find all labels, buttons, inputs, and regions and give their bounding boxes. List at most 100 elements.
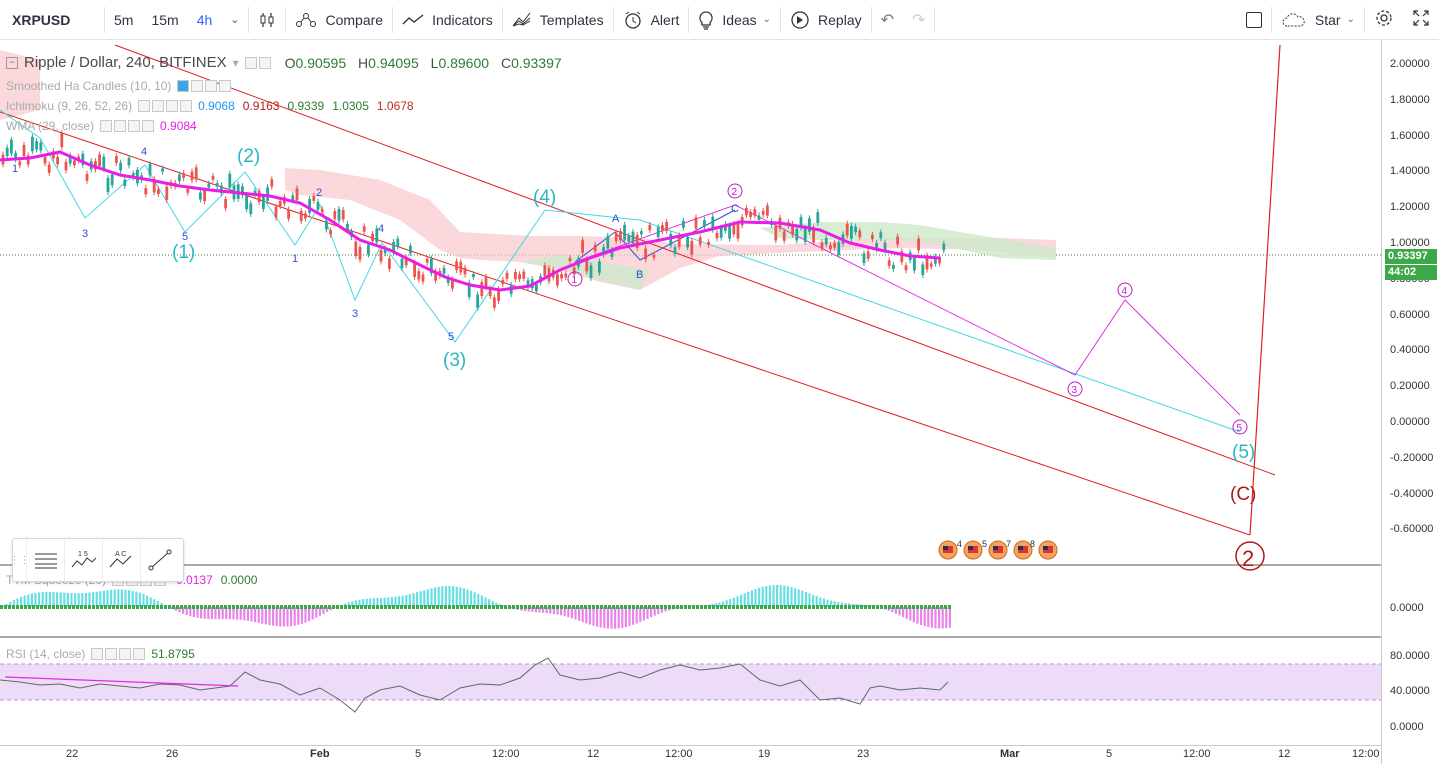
us-flag-icon[interactable] (1013, 540, 1033, 560)
us-flag-icon[interactable] (938, 540, 958, 560)
compare-icon (295, 12, 317, 28)
ttm-bar (142, 594, 145, 607)
undo-button[interactable]: ↶ (872, 0, 903, 40)
ttm-bar (754, 589, 757, 607)
chevron-down-icon[interactable]: ▾ (232, 55, 239, 70)
settings-icon[interactable] (258, 56, 271, 69)
rsi-value: 51.8795 (151, 647, 195, 661)
redo-button[interactable]: ↷ (903, 0, 934, 40)
us-flag-icon[interactable] (1038, 540, 1058, 560)
ttm-bar (902, 607, 905, 618)
rsi-line[interactable] (0, 657, 949, 713)
interval-5m[interactable]: 5m (114, 11, 134, 28)
fib-tool-button[interactable] (27, 539, 65, 581)
chart-type-button[interactable] (249, 0, 285, 40)
elliott-wave-projection[interactable] (574, 204, 1241, 416)
ttm-bar (351, 601, 354, 607)
us-flag-icon[interactable] (988, 540, 1008, 560)
interval-15m[interactable]: 15m (151, 11, 179, 28)
candle-body (22, 144, 26, 156)
ttm-bar (290, 607, 293, 627)
candle-body (585, 259, 589, 272)
candle-body (501, 279, 505, 285)
candle-body (493, 297, 496, 308)
symbol-search[interactable]: XRPUSD (12, 11, 71, 28)
star-label: Star (1314, 11, 1341, 28)
candle-body (400, 258, 404, 268)
trend-line[interactable] (114, 44, 1276, 476)
alert-button[interactable]: Alert (614, 0, 689, 40)
high-label: H (358, 54, 369, 71)
eye-icon[interactable] (138, 100, 151, 112)
candle-body (463, 267, 467, 275)
ttm-bar (347, 602, 350, 607)
price-axis[interactable]: 2.00000 1.80000 1.60000 1.40000 1.20000 1.000… (1381, 40, 1439, 764)
drag-handle-icon[interactable]: ⋮⋮ (10, 539, 30, 581)
settings-icon[interactable] (152, 100, 165, 112)
source-icon[interactable] (205, 80, 218, 92)
templates-button[interactable]: Templates (503, 0, 613, 40)
collapse-icon[interactable]: − (6, 56, 18, 69)
candle-body (148, 163, 152, 176)
trend-line-button[interactable] (141, 539, 179, 581)
trend-line[interactable] (0, 111, 1251, 536)
candle-body (425, 258, 429, 263)
close-icon[interactable] (142, 120, 155, 132)
compare-button[interactable]: Compare (286, 0, 392, 40)
expand-button[interactable] (1403, 0, 1439, 40)
settings-icon[interactable] (191, 80, 204, 92)
candle-body (472, 274, 475, 278)
candle-body (270, 179, 274, 187)
price-chart[interactable]: (1) (2) (3) (4) (5) (C) 1 3 5 1 2 3 4 5 … (0, 40, 1381, 745)
ideas-button[interactable]: Ideas ⌄ (689, 0, 780, 40)
time-axis[interactable]: 22 26 Feb 5 12:00 12 12:00 19 23 Mar 5 1… (0, 745, 1381, 764)
eye-icon[interactable] (100, 120, 113, 132)
interval-dropdown[interactable]: ⌄ (221, 0, 248, 40)
interval-4h[interactable]: 4h (196, 11, 213, 28)
candle-body (451, 279, 454, 289)
economic-events[interactable]: 4 5 7 8 (938, 539, 1058, 560)
elliott-wave-cyan[interactable] (0, 109, 1241, 433)
eye-icon[interactable] (244, 56, 257, 69)
indicator-label[interactable]: Smoothed Ha Candles (10, 10) (6, 79, 172, 93)
ttm-bar (286, 607, 289, 627)
close-icon[interactable] (180, 100, 193, 112)
source-icon[interactable] (128, 120, 141, 132)
ttm-bar (815, 596, 818, 607)
settings-button[interactable] (1365, 0, 1403, 40)
rsi-divergence-line[interactable] (4, 676, 239, 687)
ttm-bar (466, 589, 469, 607)
close-icon[interactable] (219, 80, 232, 92)
replay-button[interactable]: Replay (781, 0, 871, 40)
ichimoku-legend: Ichimoku (9, 26, 52, 26) 0.9068 0.9163 0… (6, 99, 414, 113)
ttm-bar (365, 598, 368, 607)
fullscreen-chart-button[interactable] (1237, 0, 1271, 40)
eye-icon[interactable] (177, 80, 190, 92)
indicator-label[interactable]: Ichimoku (9, 26, 52, 26) (6, 99, 133, 113)
ttm-bar (758, 587, 761, 607)
separator (392, 6, 394, 33)
indicator-label[interactable]: RSI (14, close) (6, 647, 86, 661)
close-icon[interactable] (133, 648, 146, 660)
us-flag-icon[interactable] (963, 540, 983, 560)
settings-icon[interactable] (114, 120, 127, 132)
eye-icon[interactable] (91, 648, 104, 660)
ttm-bar (653, 607, 656, 616)
elliott-impulse-button[interactable]: 1 5 (65, 539, 103, 581)
ttm-bar (372, 598, 375, 607)
wma-line[interactable] (0, 150, 941, 292)
source-icon[interactable] (166, 100, 179, 112)
price-label: 0.00000 (1390, 416, 1430, 428)
candle-body (686, 237, 689, 248)
elliott-correction-button[interactable]: A C (103, 539, 141, 581)
ttm-bar (297, 607, 300, 625)
ttm-bar (174, 607, 177, 611)
indicator-label[interactable]: WMA (29, close) (6, 119, 95, 133)
candle-body (564, 273, 568, 278)
projection-line[interactable] (1249, 44, 1281, 536)
star-button[interactable]: Star ⌄ (1272, 0, 1364, 40)
indicators-button[interactable]: Indicators (393, 0, 502, 40)
ttm-bar (45, 591, 48, 607)
source-icon[interactable] (119, 648, 132, 660)
settings-icon[interactable] (105, 648, 118, 660)
